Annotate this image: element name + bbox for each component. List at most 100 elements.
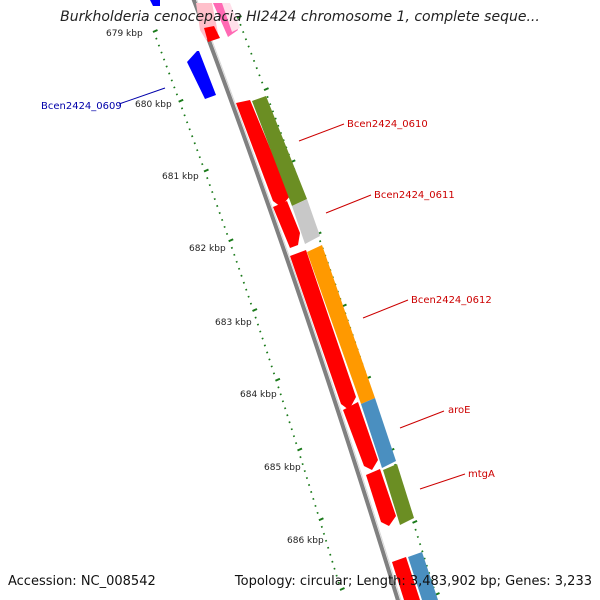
inner-tick-track-minor-tick: [183, 114, 186, 117]
inner-tick-track-minor-tick: [281, 400, 285, 403]
kbp-label-680: 680 kbp: [135, 100, 172, 110]
inner-tick-track-minor-tick: [196, 149, 199, 152]
kbp-label-686: 686 kbp: [287, 536, 324, 546]
gene-bottom-red[interactable]: [392, 557, 420, 600]
inner-tick-track-minor-tick: [155, 37, 158, 40]
inner-tick-track-minor-tick: [173, 86, 176, 89]
inner-tick-track-minor-tick: [216, 204, 219, 208]
inner-tick-track-minor-tick: [223, 225, 226, 229]
kbp-label-683: 683 kbp: [215, 318, 252, 328]
gene-Bcen2424_0610[interactable]: [236, 100, 290, 207]
inner-tick-track-major-tick: [297, 447, 303, 452]
outer-tick-track-minor-tick: [261, 81, 264, 84]
inner-tick-track-major-tick: [318, 517, 324, 522]
inner-tick-track-minor-tick: [170, 79, 173, 82]
outer-tick-track-minor-tick: [266, 95, 269, 99]
gene-label-Bcen2424_0609[interactable]: Bcen2424_0609: [41, 101, 122, 112]
kbp-label-682: 682 kbp: [189, 244, 226, 254]
inner-tick-track-minor-tick: [201, 163, 204, 166]
outer-tick-track-minor-tick: [252, 59, 256, 63]
inner-tick-track-minor-tick: [230, 246, 234, 249]
outer-tick-track-minor-tick: [244, 38, 248, 41]
inner-tick-track-minor-tick: [270, 365, 273, 368]
inner-tick-track-minor-tick: [254, 316, 257, 319]
inner-tick-track-minor-tick: [327, 546, 330, 549]
gene-label-Bcen2424_0610[interactable]: Bcen2424_0610: [347, 119, 428, 130]
cog-Bcen2424_0611: [292, 199, 320, 244]
inner-tick-track-minor-tick: [335, 574, 338, 577]
inner-tick-track-minor-tick: [208, 184, 211, 187]
accession-label: Accession: NC_008542: [8, 574, 156, 589]
kbp-label-684: 684 kbp: [240, 390, 277, 400]
chromosome-backbone: [191, 0, 400, 600]
inner-tick-track-minor-tick: [188, 128, 191, 131]
feature-top-red[interactable]: [204, 26, 220, 42]
inner-tick-track-minor-tick: [221, 218, 224, 222]
inner-tick-track-minor-tick: [263, 344, 267, 347]
gene-label-aroE[interactable]: aroE: [448, 405, 470, 416]
gene-Bcen2424_0612[interactable]: [290, 250, 356, 410]
gene-aroE[interactable]: [343, 402, 378, 470]
map-title: Burkholderia cenocepacia HI2424 chromoso…: [60, 9, 540, 25]
chromosome-backbone-highlight: [196, 0, 402, 600]
inner-tick-track-major-tick: [152, 29, 158, 33]
inner-tick-track-minor-tick: [191, 135, 194, 138]
outer-tick-track-minor-tick: [421, 550, 424, 553]
cog-bottom: [408, 552, 438, 600]
gene-label-Bcen2424_0611[interactable]: Bcen2424_0611: [374, 190, 455, 201]
feature-top-blue[interactable]: [150, 0, 160, 6]
inner-tick-track-minor-tick: [240, 274, 243, 277]
outer-tick-track-minor-tick: [269, 103, 272, 106]
kbp-label-679: 679 kbp: [106, 29, 143, 39]
gene-Bcen2424_0609[interactable]: [187, 51, 216, 99]
inner-tick-track-minor-tick: [279, 393, 282, 396]
gene-mtgA[interactable]: [366, 469, 396, 526]
leader-aroE: [399, 410, 445, 429]
inner-tick-track-minor-tick: [331, 560, 334, 563]
inner-tick-track-minor-tick: [213, 197, 216, 201]
inner-tick-track-minor-tick: [294, 442, 298, 445]
inner-tick-track-minor-tick: [180, 107, 184, 110]
inner-tick-track-minor-tick: [324, 539, 328, 542]
inner-tick-track-minor-tick: [206, 177, 209, 180]
inner-tick-track-minor-tick: [259, 330, 262, 333]
inner-tick-track-minor-tick: [268, 358, 271, 361]
inner-tick-track-minor-tick: [198, 156, 201, 159]
inner-tick-track-minor-tick: [320, 525, 323, 528]
inner-tick-track-minor-tick: [322, 532, 326, 535]
outer-tick-track-minor-tick: [414, 528, 417, 531]
gene-label-Bcen2424_0612[interactable]: Bcen2424_0612: [411, 295, 492, 306]
inner-tick-track-minor-tick: [301, 463, 304, 466]
inner-tick-track-minor-tick: [307, 483, 311, 487]
outer-tick-track-minor-tick: [242, 30, 245, 34]
inner-tick-track-minor-tick: [277, 386, 280, 389]
kbp-label-681: 681 kbp: [162, 172, 199, 182]
inner-tick-track-minor-tick: [288, 421, 291, 424]
inner-tick-track-minor-tick: [165, 65, 168, 68]
outer-tick-track-minor-tick: [258, 74, 261, 77]
outer-tick-track-minor-tick: [250, 52, 253, 55]
outer-tick-track-minor-tick: [416, 535, 419, 539]
outer-tick-track-major-tick: [412, 519, 418, 524]
inner-tick-track-minor-tick: [162, 58, 166, 61]
inner-tick-track-minor-tick: [284, 407, 287, 410]
inner-tick-track-minor-tick: [185, 121, 189, 124]
inner-tick-track-minor-tick: [337, 581, 340, 584]
cog-aroE: [361, 398, 396, 468]
cog-Bcen2424_0610: [252, 96, 307, 206]
leader-Bcen2424_0609: [118, 87, 166, 105]
inner-tick-track-minor-tick: [256, 323, 260, 326]
feature-top-lightpink-2[interactable]: [222, 3, 240, 32]
gene-Bcen2424_0611[interactable]: [273, 201, 300, 248]
inner-tick-track-minor-tick: [245, 288, 248, 291]
inner-tick-track-minor-tick: [305, 476, 309, 480]
outer-tick-track-minor-tick: [319, 240, 322, 243]
leader-Bcen2424_0611: [325, 194, 372, 214]
leader-Bcen2424_0610: [298, 123, 345, 142]
inner-tick-track-minor-tick: [286, 414, 289, 417]
inner-tick-track-minor-tick: [235, 260, 238, 263]
inner-tick-track-minor-tick: [292, 435, 296, 438]
gene-label-mtgA[interactable]: mtgA: [468, 469, 495, 480]
leader-Bcen2424_0612: [362, 299, 409, 319]
